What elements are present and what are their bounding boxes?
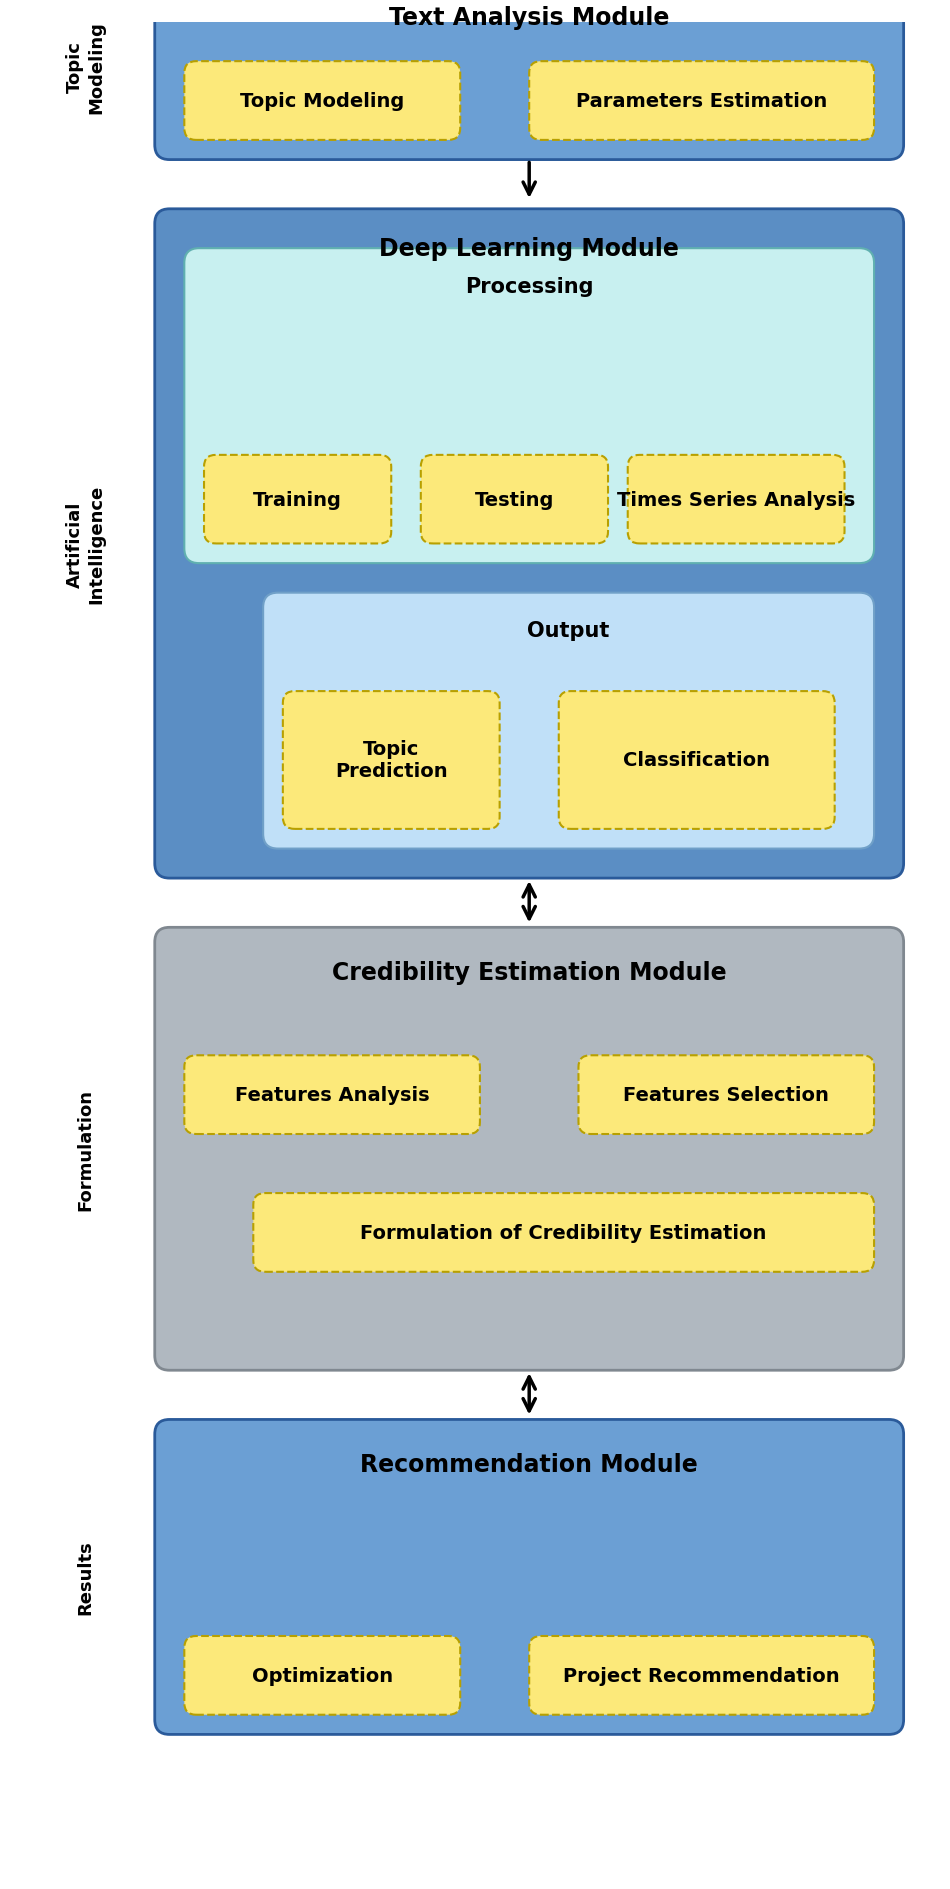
FancyBboxPatch shape	[254, 1194, 874, 1271]
Text: Testing: Testing	[475, 491, 554, 510]
Text: Output: Output	[527, 621, 610, 640]
Text: Parameters Estimation: Parameters Estimation	[576, 93, 827, 111]
Text: Optimization: Optimization	[252, 1666, 393, 1685]
FancyBboxPatch shape	[628, 455, 845, 544]
Text: Topic
Prediction: Topic Prediction	[335, 740, 447, 780]
FancyBboxPatch shape	[184, 1056, 480, 1135]
FancyBboxPatch shape	[155, 1421, 903, 1734]
Text: Results: Results	[77, 1540, 95, 1615]
FancyBboxPatch shape	[579, 1056, 874, 1135]
Text: Formulation: Formulation	[77, 1088, 95, 1211]
FancyBboxPatch shape	[184, 62, 460, 142]
FancyBboxPatch shape	[559, 691, 835, 829]
Text: Text Analysis Module: Text Analysis Module	[389, 6, 670, 30]
Text: Topic
Modeling: Topic Modeling	[66, 21, 105, 113]
Text: Topic Modeling: Topic Modeling	[240, 93, 405, 111]
FancyBboxPatch shape	[263, 593, 874, 850]
FancyBboxPatch shape	[155, 210, 903, 878]
Text: Classification: Classification	[623, 752, 770, 771]
Text: Formulation of Credibility Estimation: Formulation of Credibility Estimation	[360, 1224, 767, 1243]
Text: Artificial
Intelligence: Artificial Intelligence	[66, 485, 105, 604]
FancyBboxPatch shape	[421, 455, 608, 544]
FancyBboxPatch shape	[529, 1636, 874, 1715]
Text: Times Series Analysis: Times Series Analysis	[617, 491, 855, 510]
FancyBboxPatch shape	[283, 691, 500, 829]
Text: Training: Training	[254, 491, 342, 510]
Text: Processing: Processing	[465, 276, 594, 297]
Text: Features Selection: Features Selection	[623, 1086, 829, 1105]
Text: Recommendation Module: Recommendation Module	[360, 1453, 698, 1475]
FancyBboxPatch shape	[155, 927, 903, 1371]
FancyBboxPatch shape	[204, 455, 391, 544]
FancyBboxPatch shape	[155, 0, 903, 161]
Text: Project Recommendation: Project Recommendation	[563, 1666, 840, 1685]
FancyBboxPatch shape	[184, 1636, 460, 1715]
Text: Deep Learning Module: Deep Learning Module	[379, 236, 679, 261]
FancyBboxPatch shape	[184, 249, 874, 563]
FancyBboxPatch shape	[529, 62, 874, 142]
Text: Credibility Estimation Module: Credibility Estimation Module	[332, 960, 727, 984]
Text: Features Analysis: Features Analysis	[235, 1086, 429, 1105]
